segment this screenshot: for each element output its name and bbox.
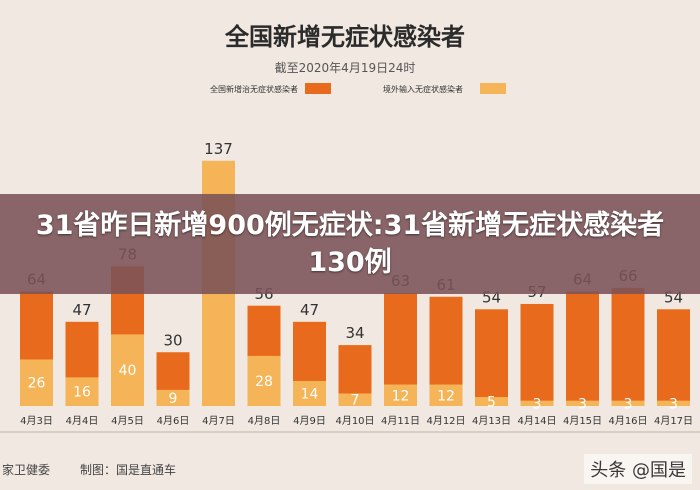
category-label: 4月8日 <box>248 415 281 427</box>
bar-domestic <box>20 291 53 360</box>
segment-label: 3 <box>578 396 587 412</box>
segment-label: 3 <box>533 396 542 412</box>
footer-credit: 制图：国是直通车 <box>80 462 176 477</box>
bars-group: 64264月3日47164月4日78404月5日3094月6日1374月7日56… <box>20 140 693 427</box>
category-label: 4月7日 <box>202 415 235 427</box>
headline-text: 31省昨日新增900例无症状:31省新增无症状感染者130例 <box>35 210 665 278</box>
total-label: 47 <box>300 301 319 319</box>
segment-label: 12 <box>392 388 410 404</box>
bar-domestic <box>338 345 372 394</box>
legend: 全国新增治无症状感染者 境外输入无症状感染者 <box>210 83 506 94</box>
category-label: 4月13日 <box>472 415 511 427</box>
segment-label: 12 <box>437 388 455 404</box>
segment-label: 7 <box>351 393 360 409</box>
total-label: 47 <box>72 301 91 319</box>
legend-swatch-domestic <box>305 83 331 94</box>
bar-domestic <box>65 321 99 378</box>
category-label: 4月4日 <box>66 415 99 427</box>
category-label: 4月9日 <box>293 415 326 427</box>
chart-subtitle: 截至2020年4月19日24时 <box>275 61 416 75</box>
segment-label: 5 <box>487 395 496 411</box>
bar-domestic <box>384 293 417 385</box>
category-label: 4月15日 <box>563 415 602 427</box>
segment-label: 3 <box>669 396 678 412</box>
category-label: 4月3日 <box>20 415 53 427</box>
bar-domestic <box>247 305 281 356</box>
watermark: 头条 @国是 <box>584 454 692 484</box>
bar-domestic <box>657 309 690 401</box>
bar-domestic <box>156 352 190 390</box>
legend-label-domestic: 全国新增治无症状感染者 <box>210 84 298 94</box>
segment-label: 9 <box>169 391 178 407</box>
bar-domestic <box>475 309 508 398</box>
category-label: 4月11日 <box>381 415 420 427</box>
headline-overlay: 31省昨日新增900例无症状:31省新增无症状感染者130例 <box>0 194 700 294</box>
segment-label: 28 <box>255 374 273 390</box>
bar-domestic <box>520 303 554 401</box>
segment-label: 26 <box>28 376 46 392</box>
bar-domestic <box>293 321 326 381</box>
bar-domestic <box>429 296 463 385</box>
legend-swatch-imported <box>480 83 506 94</box>
total-label: 137 <box>204 140 233 158</box>
total-label: 34 <box>345 324 364 342</box>
legend-label-imported: 境外输入无症状感染者 <box>383 84 463 94</box>
chart-title: 全国新增无症状感染者 <box>224 23 465 51</box>
category-label: 4月10日 <box>335 415 374 427</box>
category-label: 4月17日 <box>654 415 693 427</box>
segment-label: 14 <box>301 386 319 402</box>
category-label: 4月12日 <box>426 415 465 427</box>
segment-label: 40 <box>119 363 137 379</box>
category-label: 4月16日 <box>608 415 647 427</box>
bar-domestic <box>611 287 645 401</box>
total-label: 30 <box>163 331 182 349</box>
bar-domestic <box>566 291 599 401</box>
category-label: 4月6日 <box>157 415 190 427</box>
segment-label: 16 <box>73 385 91 401</box>
category-label: 4月5日 <box>111 415 144 427</box>
segment-label: 3 <box>624 396 633 412</box>
footer-source: 家卫健委 <box>2 462 50 477</box>
category-label: 4月14日 <box>517 415 556 427</box>
